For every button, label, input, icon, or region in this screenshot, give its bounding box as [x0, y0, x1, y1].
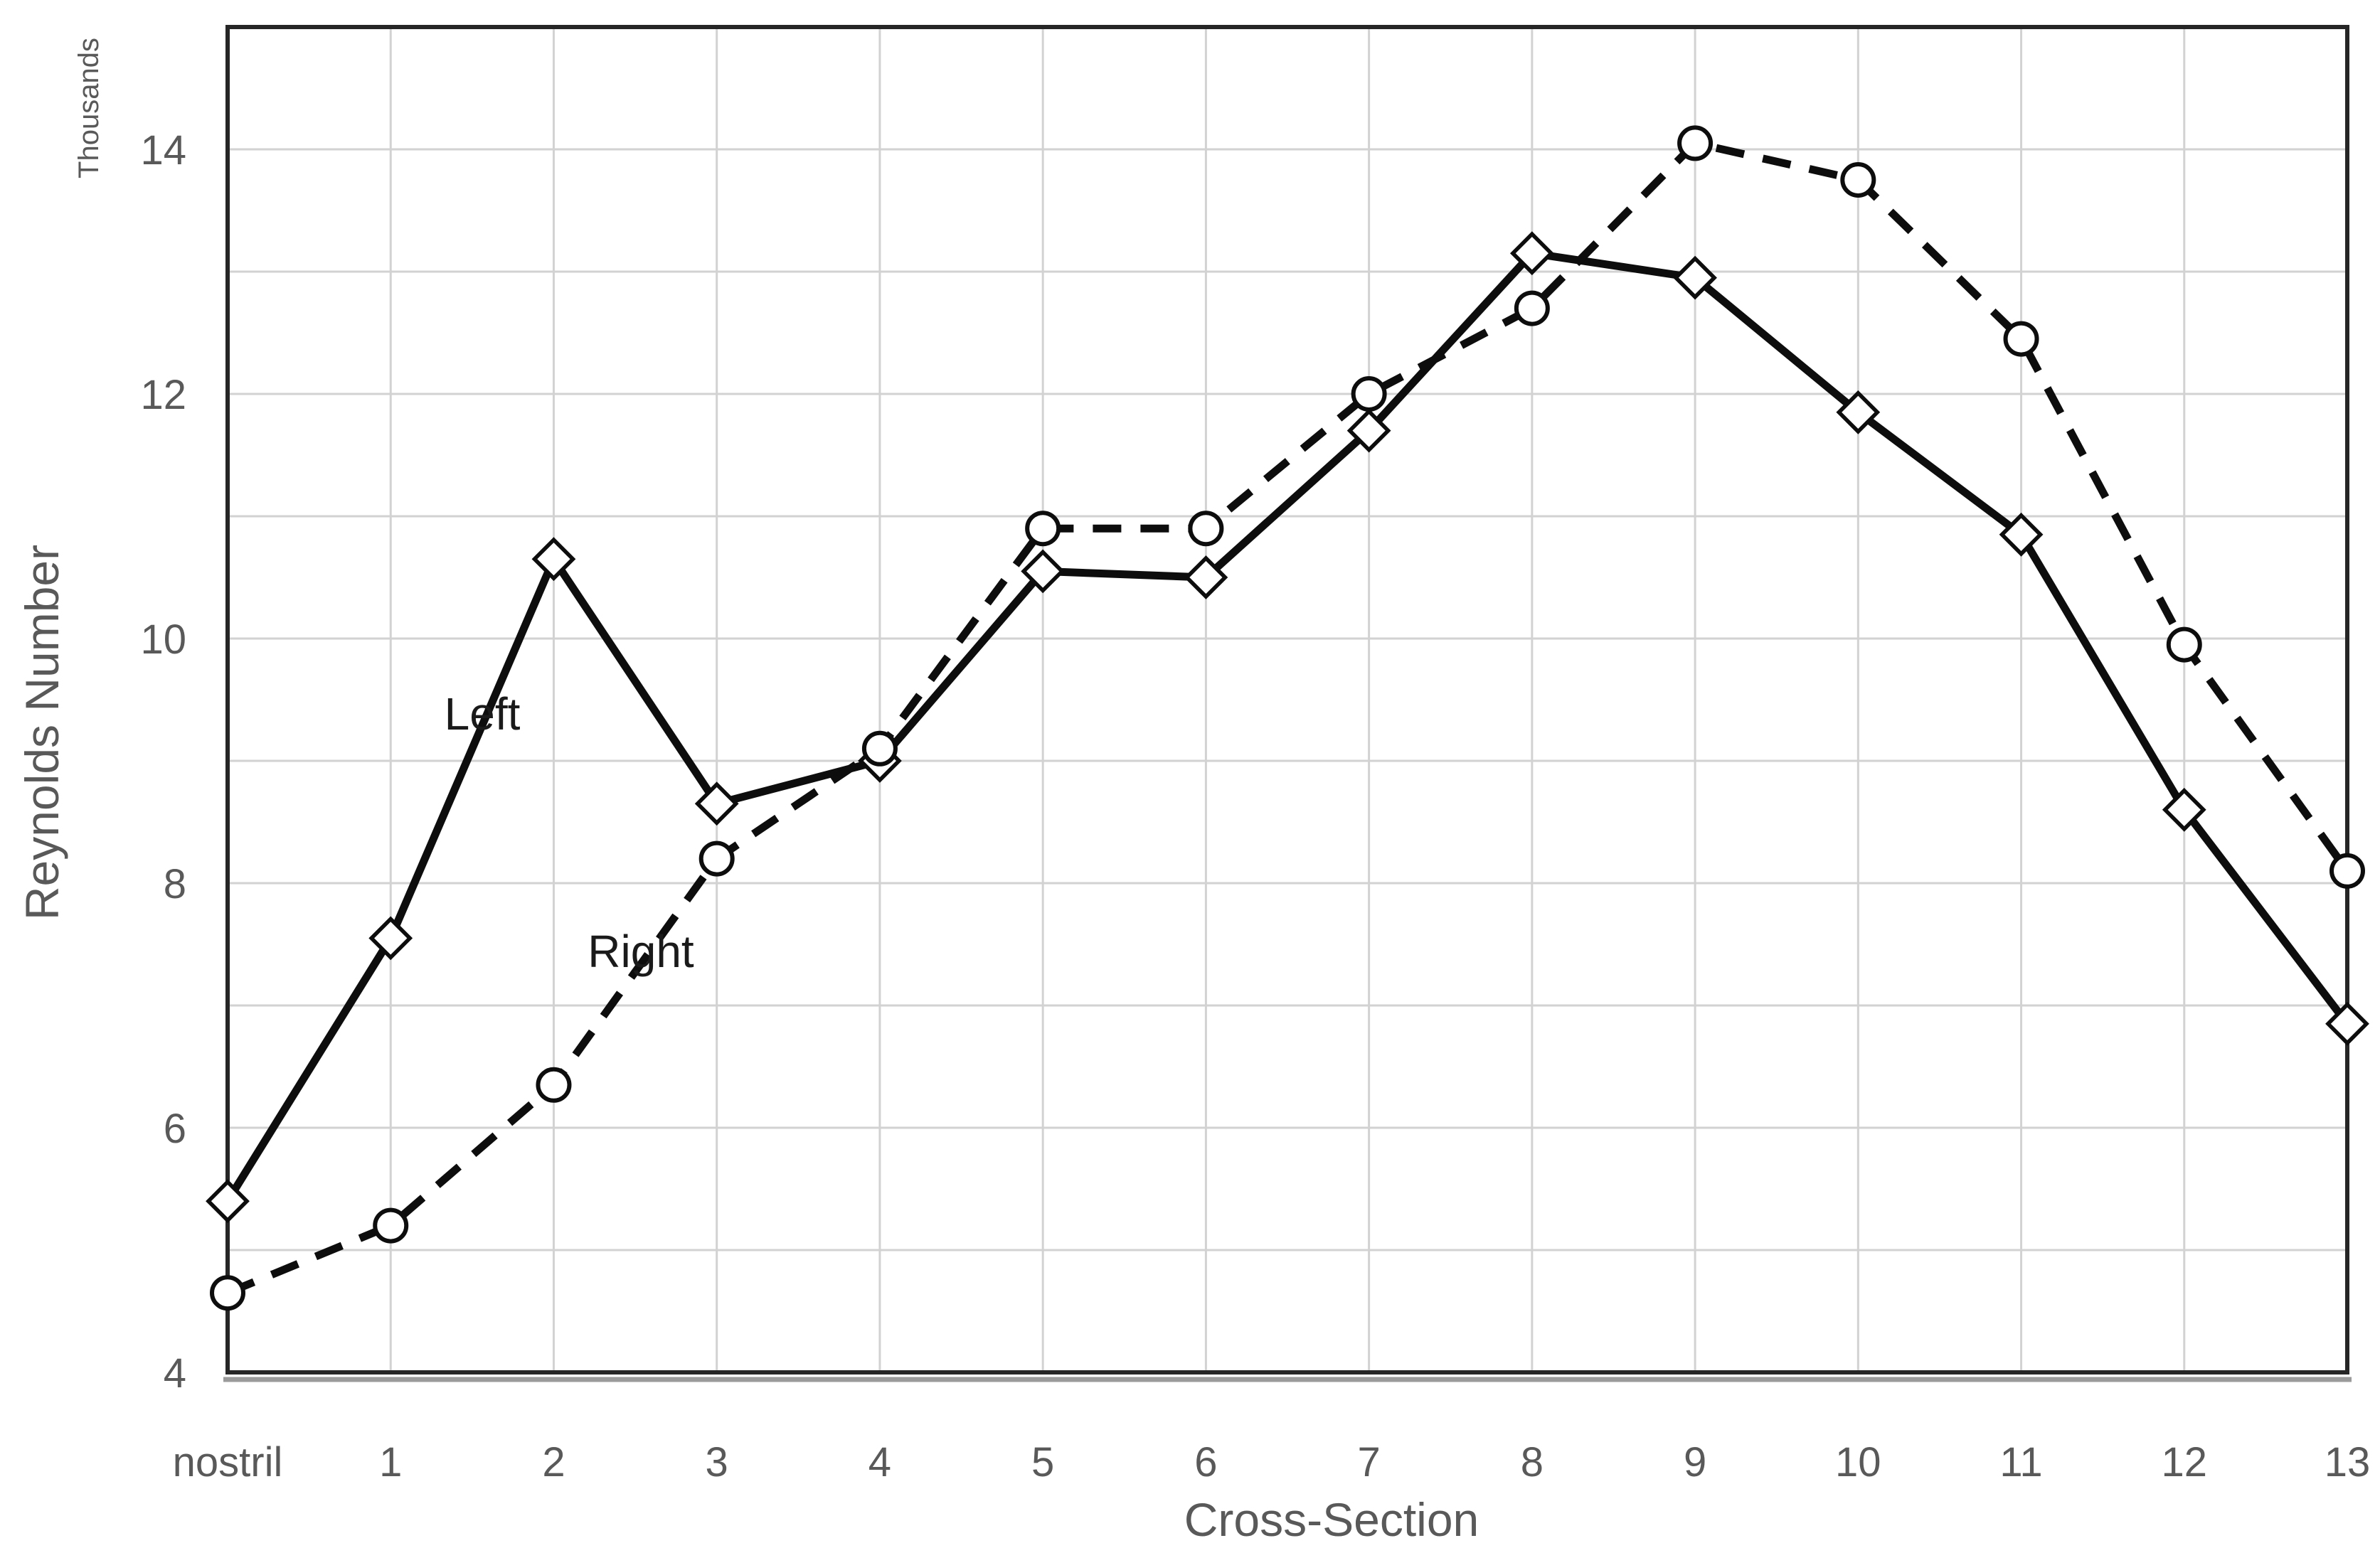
series-layer	[206, 125, 2369, 1311]
x-axis-title: Cross-Section	[1184, 1493, 1479, 1546]
plot-border	[225, 25, 2349, 1374]
right-series-label: Right	[588, 926, 694, 977]
x-tick-label: nostril	[173, 1439, 283, 1485]
circle-marker	[1188, 511, 1224, 547]
diamond-marker	[1184, 555, 1228, 599]
x-tick-label: 4	[868, 1439, 891, 1485]
circle-marker	[210, 1275, 245, 1311]
diamond-marker	[1673, 255, 1717, 300]
x-tick-label: 6	[1194, 1439, 1217, 1485]
x-tick-label: 9	[1684, 1439, 1706, 1485]
circle-marker	[2166, 626, 2202, 663]
left-series-line	[224, 249, 2351, 1204]
gridlines-layer	[228, 27, 2347, 1372]
diamond-marker	[1999, 512, 2044, 557]
x-tick-label: 1	[379, 1439, 402, 1485]
circle-marker	[861, 730, 898, 767]
y-tick-label: 14	[140, 127, 186, 174]
circle-marker	[698, 840, 735, 877]
y-tick-label: 8	[164, 861, 186, 907]
diamond-marker	[1021, 549, 1066, 594]
diamond-marker	[1509, 231, 1554, 276]
diamond-marker	[206, 1179, 250, 1224]
diamond-marker	[2325, 1001, 2369, 1046]
x-tick-label: 12	[2162, 1439, 2208, 1485]
x-tick-label: 10	[1835, 1439, 1881, 1485]
circle-marker	[2329, 853, 2365, 889]
circle-marker	[2003, 321, 2039, 357]
diamond-marker	[1346, 408, 1391, 453]
y-units-label: Thousands	[73, 38, 105, 178]
circle-marker	[536, 1067, 572, 1103]
diamond-marker	[2162, 787, 2206, 832]
circle-marker	[1840, 162, 1876, 198]
diamond-marker	[694, 781, 739, 826]
x-tick-label: 3	[706, 1439, 728, 1485]
y-tick-label: 6	[164, 1106, 186, 1152]
x-tick-label: 11	[1999, 1439, 2042, 1485]
x-tick-label: 5	[1031, 1439, 1054, 1485]
x-tick-label: 13	[2325, 1439, 2371, 1485]
diamond-marker	[1836, 390, 1881, 434]
left-series-label: Left	[445, 688, 521, 740]
x-tick-label: 8	[1521, 1439, 1544, 1485]
circle-marker	[373, 1207, 409, 1244]
circle-marker	[1025, 511, 1061, 547]
circle-marker	[1514, 290, 1550, 326]
diamond-marker	[531, 537, 576, 582]
circle-marker	[1351, 376, 1387, 412]
circle-marker	[1677, 125, 1714, 161]
y-tick-label: 4	[164, 1350, 186, 1397]
x-tick-label: 7	[1357, 1439, 1380, 1485]
x-tick-label: 2	[542, 1439, 565, 1485]
diamond-marker	[368, 916, 413, 961]
y-tick-label: 12	[140, 372, 186, 418]
y-tick-label: 10	[140, 616, 186, 663]
y-axis-title: Reynolds Number	[16, 545, 68, 920]
axis-layer	[223, 25, 2352, 1382]
right-series-line	[225, 139, 2351, 1297]
